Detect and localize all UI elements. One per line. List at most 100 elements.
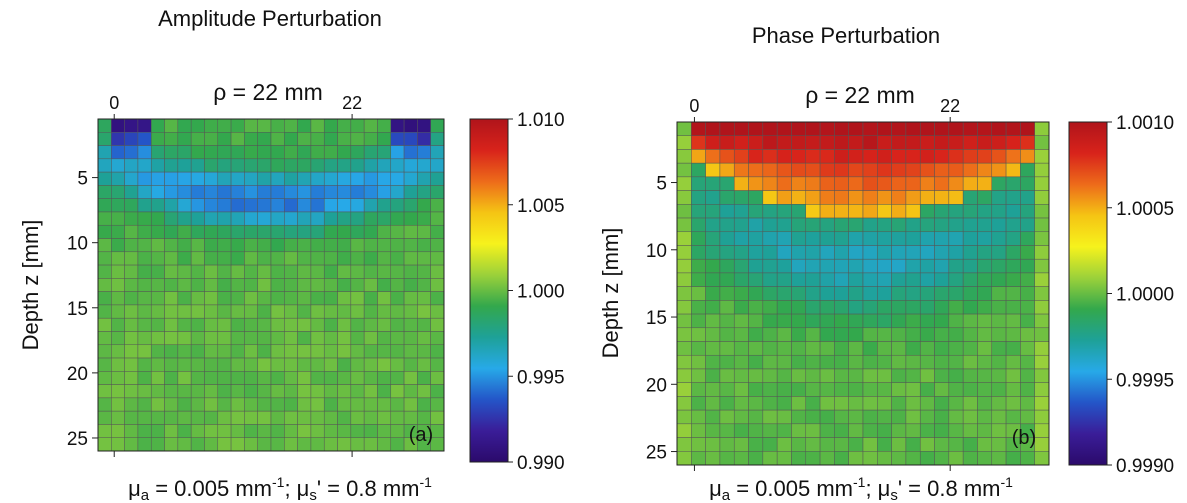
heatmap-cell [150,397,165,412]
heatmap-cell [150,410,165,425]
heatmap-cell [377,410,392,425]
heatmap-cell [417,185,431,199]
heatmap-cell [164,317,179,332]
heatmap-cell [934,451,950,466]
heatmap-cell [919,423,935,438]
heatmap-cell [124,291,139,306]
heatmap-cell [190,384,205,399]
heatmap-cell [230,224,245,239]
panel-amplitude: Amplitude Perturbation ρ = 22 mm 5 10 15 20… [18,6,565,503]
heatmap-cell [177,185,192,199]
heatmap-cell [111,198,125,213]
y-tick-label: 20 [67,364,88,385]
heatmap-cell [323,357,338,372]
heatmap-cell [877,396,892,411]
heatmap-cell [819,300,835,315]
heatmap-cell [430,251,445,266]
heatmap-cell [430,357,445,372]
y-tick-label: 10 [646,241,667,262]
y-tick-label: 25 [67,429,88,450]
heatmap-cell [834,217,849,233]
heatmap-cell [934,162,950,178]
heatmap-cell [762,396,778,411]
heatmap-cell [177,344,192,359]
heatmap-cell [190,291,205,306]
heatmap-cell [177,437,192,452]
heatmap-cell [323,211,338,226]
heatmap-cell [403,251,418,266]
heatmap-cell [190,145,205,160]
heatmap-cell [848,121,864,136]
heatmap-cell [363,158,378,173]
heatmap-cell [819,451,835,466]
heatmap-cell [962,286,978,301]
heatmap-cell [733,341,749,356]
heatmap-cell [124,132,139,146]
heatmap-cell [919,382,935,397]
heatmap-cell [323,238,338,253]
heatmap-cell [991,135,1007,150]
heatmap-cell [834,149,849,164]
heatmap-cell [337,278,352,292]
heatmap-cell [124,264,139,279]
heatmap-cell [390,171,405,186]
heatmap-cell [111,224,125,239]
heatmap-cell [862,204,878,219]
heatmap-cell [1020,190,1035,205]
heatmap-cell [748,354,764,370]
heatmap-cell [791,258,807,274]
heatmap-cell [705,451,721,466]
heatmap-cell [403,171,418,186]
heatmap-cell [705,341,721,356]
heatmap-cell [934,341,950,356]
y-tick-label: 20 [646,375,667,396]
heatmap-cell [691,451,706,466]
heatmap-cell [137,211,152,226]
heatmap-cell [791,231,807,246]
heatmap-cell [877,176,892,191]
heatmap-cell [217,198,232,213]
heatmap-cell [919,258,935,274]
heatmap-cell [705,300,721,315]
heatmap-cell [991,176,1007,191]
heatmap-cell [204,145,219,160]
colorbar-tick-label: 0.9990 [1116,456,1174,477]
heatmap-cell [430,132,445,146]
heatmap-cell [310,410,325,425]
heatmap-cell [270,264,285,279]
heatmap-cell [297,410,312,425]
heatmap-cell [705,231,721,246]
heatmap-cell [719,423,735,438]
heatmap-cell [377,145,392,160]
heatmap-cell [962,341,978,356]
heatmap-cell [719,300,735,315]
heatmap-cell [1005,327,1021,342]
heatmap-cell [834,396,849,411]
heatmap-cell [390,331,405,346]
heatmap-cell [676,286,692,301]
y-tick-label: 5 [656,174,667,195]
heatmap-cell [776,341,792,356]
heatmap-cell [977,204,993,219]
heatmap-cell [297,371,312,385]
heatmap-cell [991,327,1007,342]
caption-mu-a-subscript: a [141,487,150,503]
heatmap-cell [905,409,921,425]
heatmap-cell [1034,368,1050,383]
heatmap-cell [177,132,192,146]
heatmap-cell [350,397,365,412]
heatmap-cell [164,291,179,306]
heatmap-cell [991,354,1007,370]
heatmap-cell [270,331,285,346]
heatmap-cell [962,300,978,315]
heatmap-cell [919,231,935,246]
heatmap-cell [417,410,431,425]
heatmap-cell [877,300,892,315]
heatmap-cell [297,344,312,359]
heatmap-cell [705,423,721,438]
heatmap-cell [848,382,864,397]
heatmap-cell [97,397,112,412]
heatmap-cell [877,313,892,329]
heatmap-cell [948,437,964,452]
heatmap-cell [190,211,205,226]
